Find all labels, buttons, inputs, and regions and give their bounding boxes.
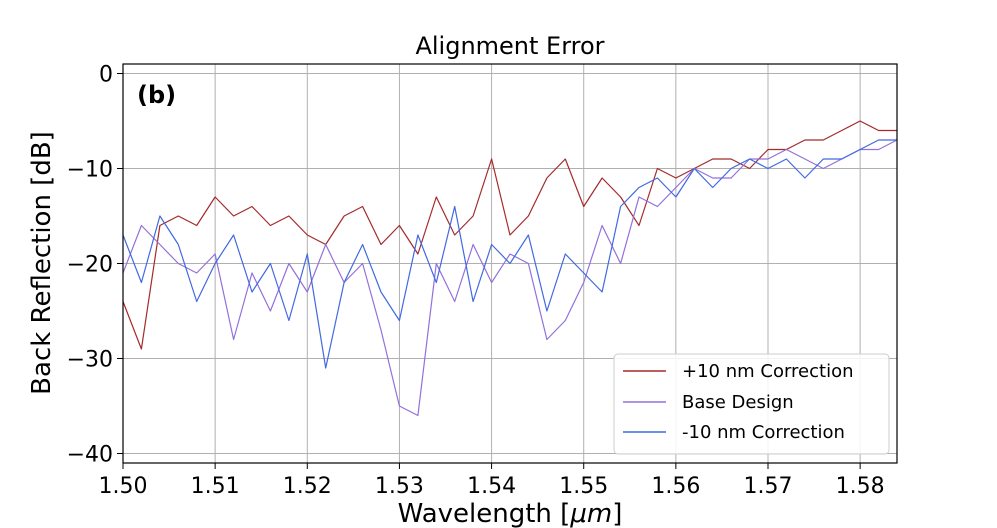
x-tick-label: 1.53 xyxy=(375,474,424,499)
y-tick-label: −20 xyxy=(67,253,113,278)
chart-title: Alignment Error xyxy=(415,32,604,60)
panel-label: (b) xyxy=(137,81,176,109)
series-line-base xyxy=(122,139,898,417)
y-axis-label: Back Reflection [dB] xyxy=(27,131,57,395)
x-tick-label: 1.57 xyxy=(744,474,793,499)
y-tick-label: −40 xyxy=(67,443,113,468)
x-tick-label: 1.58 xyxy=(836,474,885,499)
x-tick-label: 1.50 xyxy=(99,474,148,499)
x-tick-label: 1.52 xyxy=(283,474,332,499)
legend-label-plus-10: +10 nm Correction xyxy=(682,361,854,382)
legend-label-minus-10: -10 nm Correction xyxy=(682,422,845,443)
axis-ticks: 1.50 1.51 1.52 1.53 1.54 1.55 1.56 1.57 1.58 0 −10… xyxy=(67,63,885,500)
series-lines xyxy=(122,120,898,417)
legend: +10 nm Correction Base Design -10 nm Cor… xyxy=(613,353,890,455)
series-line-plus-10 xyxy=(122,120,897,350)
legend-label-base: Base Design xyxy=(682,392,794,413)
y-tick-label: −10 xyxy=(67,158,113,183)
x-tick-label: 1.54 xyxy=(467,474,516,499)
legend-box xyxy=(613,353,890,455)
series-line-minus-10 xyxy=(122,139,897,369)
y-tick-label: −30 xyxy=(67,348,113,373)
x-axis-label: Wavelength [μm] xyxy=(398,499,623,528)
y-tick-label: 0 xyxy=(99,63,113,88)
x-tick-label: 1.56 xyxy=(651,474,700,499)
x-tick-label: 1.55 xyxy=(559,474,608,499)
x-tick-label: 1.51 xyxy=(191,474,240,499)
